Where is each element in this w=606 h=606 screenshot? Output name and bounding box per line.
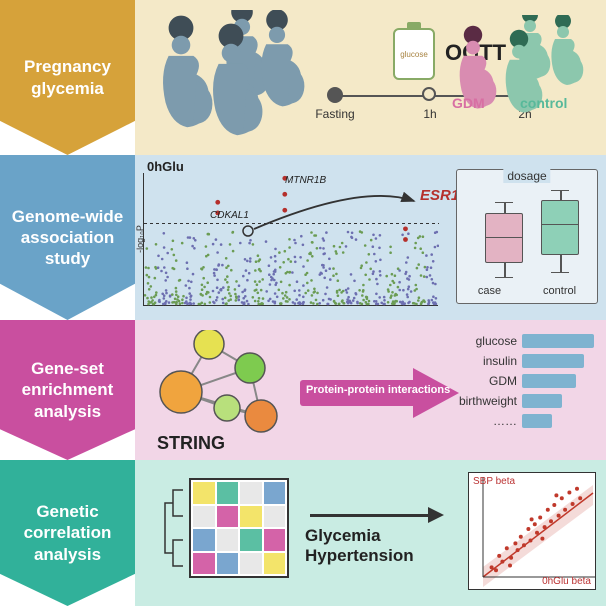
gene-mtnr1b: MTNR1B xyxy=(285,175,326,186)
esr1-link-arrow xyxy=(242,189,462,259)
ogtt-drink-icon: glucose xyxy=(393,28,435,80)
ppi-text: Protein-protein interactions xyxy=(306,384,450,396)
boxplot-xlabels: case control xyxy=(457,285,597,297)
label-gwas: Genome-wide association study xyxy=(0,155,135,320)
manhattan-ylabel: -log₁₀P xyxy=(135,225,145,253)
dosage-boxplot: dosage case control xyxy=(456,169,598,304)
gwas-trait-title: 0hGlu xyxy=(147,159,184,174)
row-pregnancy: Pregnancy glycemia glucose OGTT xyxy=(0,0,606,155)
label-enrichment-text: Gene-set enrichment analysis xyxy=(10,358,125,422)
label-pregnancy: Pregnancy glycemia xyxy=(0,0,135,155)
correlation-arrow xyxy=(310,514,470,517)
label-pregnancy-text: Pregnancy glycemia xyxy=(10,56,125,99)
scatter-plot: SBP beta 0hGlu beta xyxy=(468,472,596,590)
label-enrichment: Gene-set enrichment analysis xyxy=(0,320,135,460)
control-label: control xyxy=(520,95,567,111)
gdm-label: GDM xyxy=(452,95,485,111)
scatter-svg xyxy=(469,473,597,591)
string-network xyxy=(155,330,295,435)
enrichment-hbar: glucoseinsulinGDMbirthweight…… xyxy=(456,334,596,434)
gdm-svg xyxy=(448,15,598,135)
correlation-terms: Glycemia Hypertension xyxy=(305,526,414,567)
label-correlation: Genetic correlation analysis xyxy=(0,460,135,606)
cohort-silhouettes xyxy=(145,10,335,145)
heatmap xyxy=(159,478,289,588)
gdm-control-group: GDM control xyxy=(448,15,598,150)
heatmap-grid xyxy=(189,478,289,578)
label-correlation-text: Genetic correlation analysis xyxy=(10,501,125,565)
string-label: STRING xyxy=(157,433,225,454)
row-correlation: Genetic correlation analysis Glycemia Hy… xyxy=(0,460,606,606)
panel-pregnancy: glucose OGTT Fasting1h2h GDM control xyxy=(135,0,606,155)
row-enrichment: Gene-set enrichment analysis STRING Prot… xyxy=(0,320,606,460)
scatter-ylabel: SBP beta xyxy=(473,476,515,487)
string-svg xyxy=(155,330,295,435)
boxplot-title: dosage xyxy=(503,169,550,183)
scatter-xlabel: 0hGlu beta xyxy=(542,576,591,587)
ppi-arrow: Protein-protein interactions xyxy=(300,370,460,416)
figure-root: Pregnancy glycemia glucose OGTT xyxy=(0,0,606,606)
panel-correlation: Glycemia Hypertension SBP beta 0hGlu bet… xyxy=(135,460,606,606)
row-gwas: Genome-wide association study 0hGlu -log… xyxy=(0,155,606,320)
label-gwas-text: Genome-wide association study xyxy=(10,206,125,270)
panel-enrichment: STRING Protein-protein interactions gluc… xyxy=(135,320,606,460)
panel-gwas: 0hGlu -log₁₀P CDKAL1 MTNR1B ESR1 dosage … xyxy=(135,155,606,320)
dendrogram xyxy=(159,478,185,578)
cohort-svg xyxy=(145,10,335,145)
